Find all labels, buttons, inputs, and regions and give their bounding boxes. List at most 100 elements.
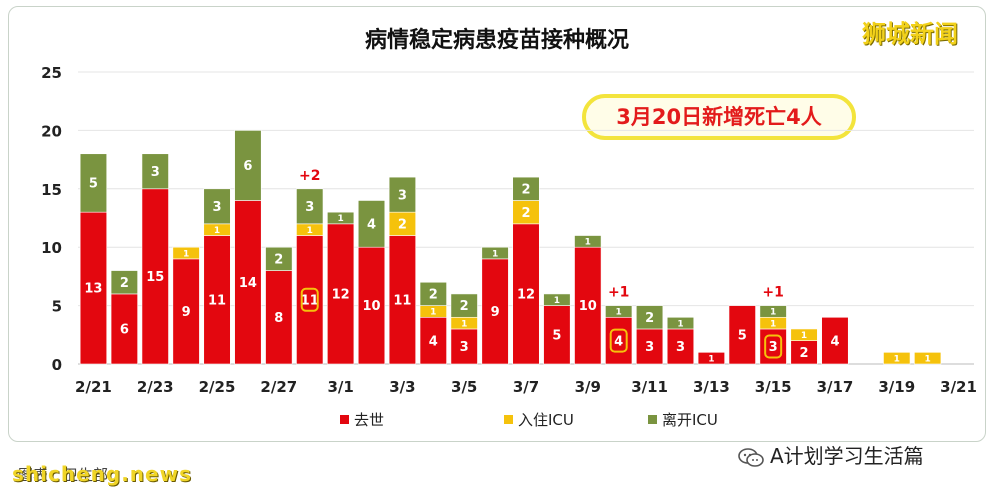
data-label: 1 bbox=[708, 354, 714, 364]
bar-death bbox=[327, 223, 355, 365]
data-label: 13 bbox=[84, 282, 102, 297]
bar-icu-out bbox=[450, 293, 478, 318]
data-label: 2 bbox=[645, 311, 654, 326]
data-label: 2 bbox=[274, 253, 283, 268]
source-caption: 图表：卫生部 bbox=[18, 466, 109, 484]
x-tick-label: 3/11 bbox=[631, 378, 668, 396]
data-label: 12 bbox=[517, 288, 535, 303]
bar-icu-out bbox=[265, 246, 293, 271]
bar-icu-out bbox=[636, 305, 664, 330]
x-tick-label: 3/15 bbox=[755, 378, 792, 396]
data-label: 1 bbox=[461, 319, 467, 329]
bar-icu-out bbox=[234, 130, 262, 201]
bar-death bbox=[543, 305, 571, 365]
bar-death bbox=[234, 200, 262, 365]
bar-death bbox=[388, 235, 416, 365]
brand-logo-text: 狮城新闻 bbox=[862, 20, 958, 48]
data-label: 1 bbox=[183, 249, 189, 259]
y-tick-label: 10 bbox=[41, 239, 62, 257]
data-label: 3 bbox=[213, 200, 222, 215]
bar-icu-out bbox=[605, 305, 633, 318]
legend-label: 去世 bbox=[354, 411, 384, 429]
data-label: 2 bbox=[521, 206, 530, 221]
x-tick-label: 3/21 bbox=[940, 378, 977, 396]
data-label: 2 bbox=[521, 182, 530, 197]
data-label: 12 bbox=[332, 288, 350, 303]
data-label: 4 bbox=[367, 217, 376, 232]
data-label: 1 bbox=[770, 319, 776, 329]
chart-frame bbox=[8, 6, 986, 442]
legend-label: 离开ICU bbox=[662, 411, 718, 429]
bar-death bbox=[728, 305, 756, 365]
data-label: 3 bbox=[398, 188, 407, 203]
annotation-label: +1 bbox=[608, 285, 629, 301]
annotation-label: +2 bbox=[299, 168, 320, 184]
data-label: 3 bbox=[151, 165, 160, 180]
bar-death bbox=[666, 328, 695, 365]
data-label: 9 bbox=[491, 305, 500, 320]
data-label: 11 bbox=[393, 293, 411, 308]
x-tick-label: 3/7 bbox=[513, 378, 539, 396]
x-tick-label: 3/5 bbox=[451, 378, 477, 396]
bar-icu-out bbox=[79, 153, 108, 213]
legend-swatch bbox=[504, 415, 513, 424]
data-label: 5 bbox=[738, 328, 747, 343]
x-tick-label: 3/9 bbox=[575, 378, 601, 396]
highlight-box bbox=[300, 287, 319, 312]
data-label: 1 bbox=[894, 354, 900, 364]
bar-icu-out bbox=[759, 305, 787, 318]
bar-death bbox=[481, 258, 509, 365]
bar-icu-out bbox=[574, 235, 602, 248]
data-label: 1 bbox=[677, 319, 683, 329]
x-tick-label: 3/17 bbox=[817, 378, 854, 396]
bar-icu-out bbox=[110, 270, 138, 295]
data-label: 8 bbox=[274, 311, 283, 326]
bar-icu-out bbox=[141, 153, 169, 190]
data-label: 14 bbox=[239, 276, 257, 291]
data-label: 10 bbox=[362, 299, 380, 314]
legend-swatch bbox=[340, 415, 349, 424]
bar-death bbox=[450, 328, 478, 365]
watermark-left: shicheng.news bbox=[12, 462, 192, 486]
data-label: 1 bbox=[554, 296, 560, 306]
bar-death bbox=[203, 235, 231, 365]
bar-death bbox=[110, 293, 138, 365]
bar-icu-out bbox=[357, 200, 386, 248]
x-tick-label: 2/27 bbox=[260, 378, 297, 396]
bar-icu-in bbox=[914, 352, 942, 365]
x-tick-label: 2/21 bbox=[75, 378, 112, 396]
bar-icu-in bbox=[883, 352, 911, 365]
data-label: 3 bbox=[305, 200, 314, 215]
data-label: 3 bbox=[769, 340, 778, 355]
bar-icu-out bbox=[296, 188, 324, 225]
data-label: 6 bbox=[120, 323, 129, 338]
bar-death bbox=[574, 246, 602, 365]
data-label: 9 bbox=[182, 305, 191, 320]
data-label: 15 bbox=[146, 270, 164, 285]
legend-swatch bbox=[648, 415, 657, 424]
data-label: 4 bbox=[614, 334, 623, 349]
data-label: 1 bbox=[616, 308, 622, 318]
callout-box: 3月20日新增死亡4人 bbox=[582, 94, 856, 140]
data-label: 1 bbox=[585, 238, 591, 248]
bar-death bbox=[821, 316, 849, 365]
data-label: 4 bbox=[830, 334, 839, 349]
annotation-label: +1 bbox=[762, 285, 783, 301]
data-label: 10 bbox=[579, 299, 597, 314]
data-label: 3 bbox=[460, 340, 469, 355]
data-label: 2 bbox=[398, 217, 407, 232]
bar-icu-out bbox=[388, 176, 416, 213]
data-label: 4 bbox=[429, 334, 438, 349]
bar-death bbox=[172, 258, 200, 365]
data-label: 3 bbox=[645, 340, 654, 355]
bar-icu-out bbox=[666, 316, 695, 330]
y-tick-label: 0 bbox=[52, 356, 62, 374]
bar-icu-out bbox=[327, 211, 355, 225]
bar-death bbox=[141, 188, 169, 365]
bar-icu-out bbox=[543, 293, 571, 306]
y-tick-label: 15 bbox=[41, 181, 62, 199]
data-label: 1 bbox=[925, 354, 931, 364]
y-tick-label: 20 bbox=[41, 122, 62, 140]
data-label: 5 bbox=[89, 177, 98, 192]
x-tick-label: 2/25 bbox=[199, 378, 236, 396]
